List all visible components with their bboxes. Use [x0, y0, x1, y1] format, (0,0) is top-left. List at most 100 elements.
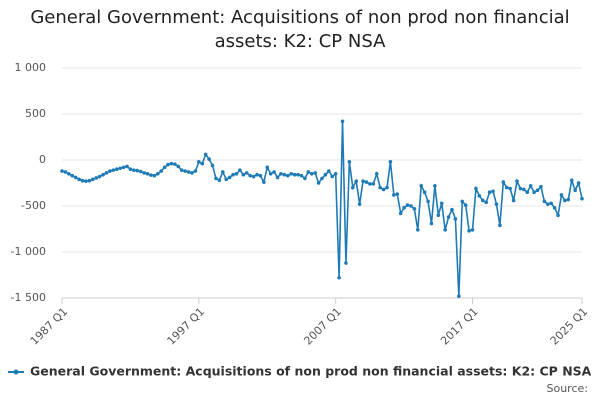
data-point: [275, 175, 280, 180]
data-point: [125, 164, 129, 169]
data-point: [162, 165, 167, 170]
data-point: [132, 168, 136, 172]
data-point: [480, 198, 485, 203]
data-point: [303, 176, 307, 181]
data-point: [460, 199, 465, 204]
data-point: [84, 179, 88, 183]
data-point: [378, 185, 382, 190]
data-point: [183, 169, 187, 173]
y-tick-label: -1 500: [11, 291, 46, 304]
data-point: [419, 183, 424, 188]
data-point: [193, 169, 198, 173]
data-point: [552, 206, 557, 210]
data-point: [470, 228, 475, 232]
data-point: [412, 206, 417, 211]
data-point: [337, 275, 341, 280]
data-point: [446, 215, 451, 219]
data-point: [142, 171, 146, 175]
data-point: [504, 185, 509, 190]
data-point: [374, 172, 379, 176]
data-point: [238, 168, 242, 172]
data-point: [190, 171, 194, 175]
data-point: [347, 160, 352, 164]
data-point: [333, 172, 338, 176]
data-point: [563, 198, 567, 203]
data-point: [279, 172, 283, 176]
data-point: [361, 179, 365, 183]
data-point: [179, 168, 184, 172]
data-point: [306, 170, 311, 174]
data-point: [443, 228, 447, 232]
data-point: [327, 169, 331, 173]
data-point: [149, 173, 153, 177]
y-tick-label: 1 000: [15, 61, 47, 74]
data-point: [463, 203, 468, 207]
data-point: [398, 211, 403, 216]
data-point: [392, 193, 396, 197]
data-point: [450, 207, 454, 212]
data-point: [357, 202, 362, 206]
data-point: [289, 172, 294, 176]
data-point: [166, 162, 170, 167]
data-point: [73, 175, 78, 180]
data-point: [439, 201, 444, 206]
data-point: [265, 165, 270, 170]
data-point: [320, 176, 324, 181]
x-tick-label: 1997 Q1: [165, 305, 208, 348]
legend-label: General Government: Acquisitions of non …: [30, 364, 592, 379]
data-point: [258, 173, 263, 178]
data-point: [402, 206, 406, 210]
data-point: [566, 197, 571, 202]
data-point: [97, 174, 102, 179]
data-point: [494, 202, 499, 206]
data-point: [169, 161, 174, 166]
data-point: [214, 176, 218, 181]
data-point: [224, 177, 229, 182]
data-point: [173, 162, 177, 166]
data-point: [104, 171, 109, 175]
data-point: [535, 188, 540, 193]
data-point: [422, 190, 427, 194]
data-point: [67, 172, 71, 176]
data-point: [549, 201, 554, 206]
data-point: [426, 199, 430, 204]
data-point: [569, 178, 574, 183]
chart-title: General Government: Acquisitions of non …: [30, 7, 570, 52]
data-point: [282, 172, 287, 177]
data-point: [145, 172, 150, 176]
y-tick-label: 500: [25, 107, 46, 120]
data-point: [159, 169, 164, 173]
data-point: [405, 203, 410, 207]
data-point: [522, 187, 526, 192]
data-point: [433, 183, 437, 188]
data-point: [207, 157, 211, 161]
data-point: [217, 178, 222, 183]
data-point: [528, 183, 533, 188]
data-point: [248, 173, 252, 178]
data-point: [388, 160, 393, 164]
data-point: [498, 223, 502, 228]
data-point: [313, 171, 317, 175]
data-point: [576, 181, 581, 185]
data-point: [453, 217, 458, 221]
data-point: [186, 170, 191, 174]
data-point: [350, 185, 355, 190]
data-point: [429, 221, 434, 226]
data-point: [80, 178, 85, 183]
x-tick-label: 2017 Q1: [438, 305, 481, 348]
data-point: [354, 179, 359, 183]
data-point: [128, 167, 133, 171]
data-point: [525, 190, 530, 194]
data-point: [491, 189, 495, 194]
data-point: [111, 168, 116, 172]
data-point: [152, 173, 157, 178]
data-point: [340, 119, 345, 124]
data-point: [409, 204, 413, 208]
data-point: [60, 169, 64, 173]
data-point: [299, 173, 304, 178]
data-point: [272, 170, 276, 174]
data-point: [114, 167, 119, 171]
data-point: [316, 181, 321, 185]
x-tick-label: 2007 Q1: [301, 305, 344, 348]
